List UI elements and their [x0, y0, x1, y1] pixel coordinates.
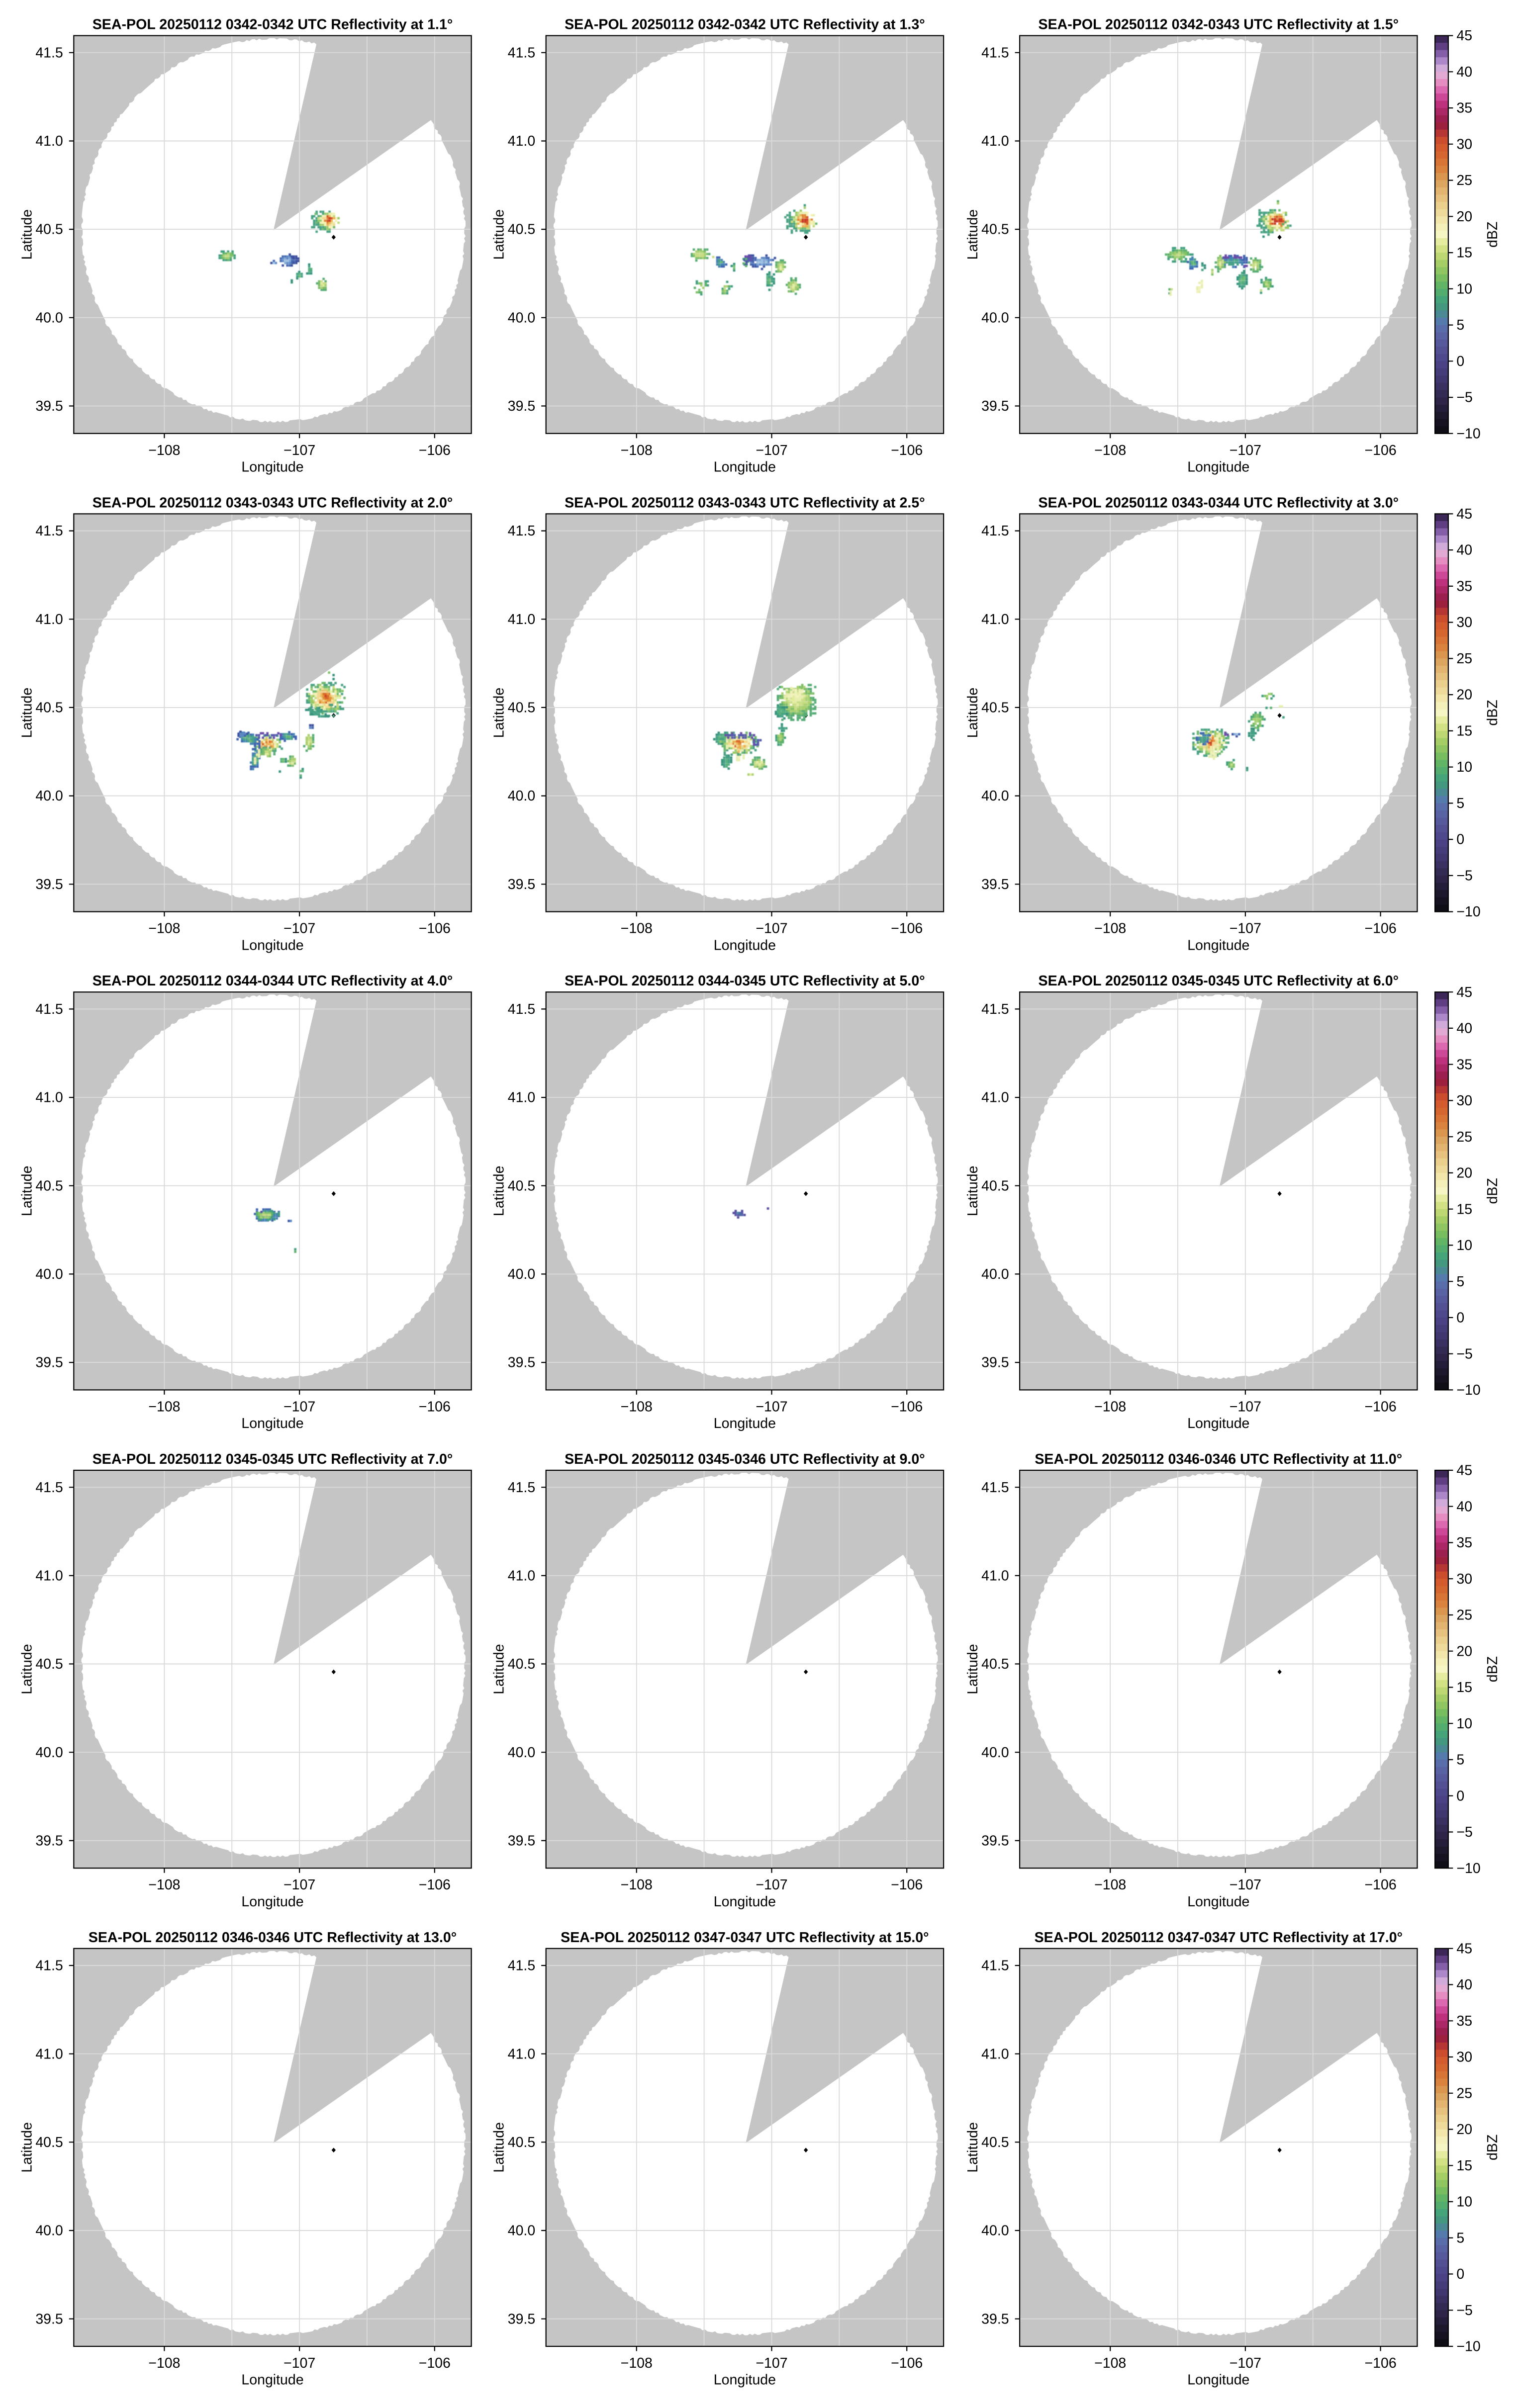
svg-text:SEA-POL 20250112 0345-0345 UTC: SEA-POL 20250112 0345-0345 UTC Reflectiv… — [1039, 973, 1399, 989]
svg-text:SEA-POL 20250112 0343-0343 UTC: SEA-POL 20250112 0343-0343 UTC Reflectiv… — [565, 495, 925, 511]
svg-text:SEA-POL 20250112 0345-0346 UTC: SEA-POL 20250112 0345-0346 UTC Reflectiv… — [565, 1451, 925, 1467]
svg-text:SEA-POL 20250112 0347-0347 UTC: SEA-POL 20250112 0347-0347 UTC Reflectiv… — [1035, 1930, 1403, 1946]
svg-text:SEA-POL 20250112 0346-0346 UTC: SEA-POL 20250112 0346-0346 UTC Reflectiv… — [89, 1930, 457, 1946]
svg-text:SEA-POL 20250112 0344-0344 UTC: SEA-POL 20250112 0344-0344 UTC Reflectiv… — [93, 973, 453, 989]
svg-text:SEA-POL 20250112 0345-0345 UTC: SEA-POL 20250112 0345-0345 UTC Reflectiv… — [93, 1451, 453, 1467]
svg-text:SEA-POL 20250112 0347-0347 UTC: SEA-POL 20250112 0347-0347 UTC Reflectiv… — [561, 1930, 929, 1946]
svg-text:SEA-POL 20250112 0342-0342 UTC: SEA-POL 20250112 0342-0342 UTC Reflectiv… — [93, 17, 453, 33]
svg-text:SEA-POL 20250112 0343-0343 UTC: SEA-POL 20250112 0343-0343 UTC Reflectiv… — [93, 495, 453, 511]
svg-text:SEA-POL 20250112 0343-0344 UTC: SEA-POL 20250112 0343-0344 UTC Reflectiv… — [1039, 495, 1399, 511]
svg-text:SEA-POL 20250112 0344-0345 UTC: SEA-POL 20250112 0344-0345 UTC Reflectiv… — [565, 973, 925, 989]
svg-text:SEA-POL 20250112 0342-0343 UTC: SEA-POL 20250112 0342-0343 UTC Reflectiv… — [1039, 17, 1399, 33]
svg-text:SEA-POL 20250112 0342-0342 UTC: SEA-POL 20250112 0342-0342 UTC Reflectiv… — [565, 17, 925, 33]
svg-text:SEA-POL 20250112 0346-0346 UTC: SEA-POL 20250112 0346-0346 UTC Reflectiv… — [1035, 1451, 1402, 1467]
